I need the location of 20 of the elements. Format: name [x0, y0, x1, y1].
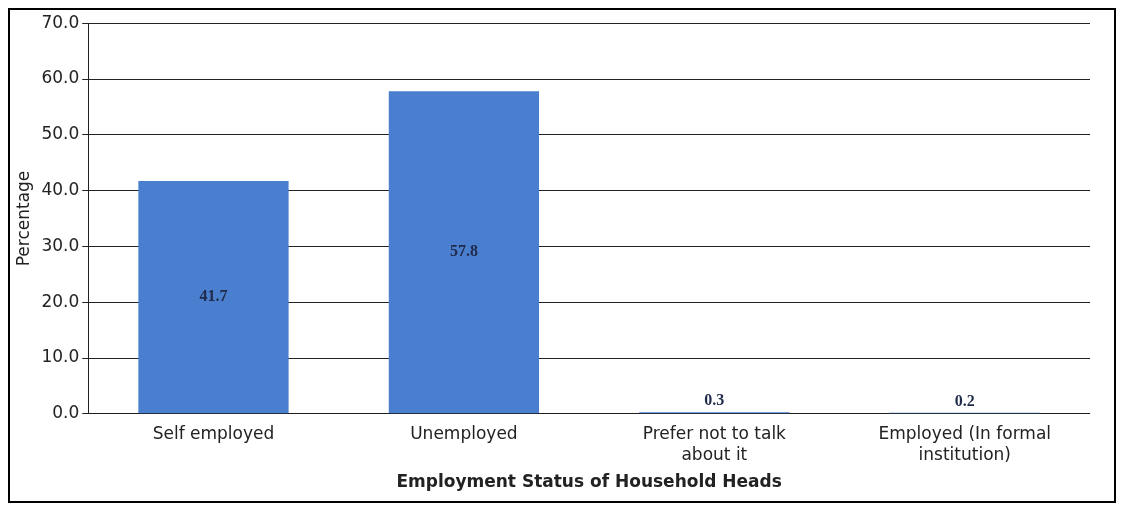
- x-tick-label: Employed (In formal institution): [878, 423, 1052, 464]
- y-tick-label: 30.0: [41, 234, 80, 255]
- data-label: 0.3: [704, 391, 725, 409]
- bar: [388, 91, 540, 414]
- y-tick-label: 40.0: [41, 179, 80, 200]
- x-tick-label: Unemployed: [410, 423, 518, 444]
- y-tick-label: 60.0: [41, 67, 80, 88]
- y-tick-label: 0.0: [52, 402, 80, 423]
- y-tick-label: 20.0: [41, 290, 80, 311]
- data-label: 41.7: [199, 287, 228, 305]
- x-axis-title: Employment Status of Household Heads: [396, 471, 782, 492]
- y-tick-label: 50.0: [41, 123, 80, 144]
- x-tick-label: Self employed: [152, 423, 275, 444]
- x-tick-label: Prefer not to talk about it: [642, 423, 787, 464]
- bar: [138, 181, 289, 414]
- data-label: 0.2: [954, 391, 975, 409]
- data-label: 57.8: [449, 242, 478, 260]
- y-axis-title: Percentage: [12, 170, 33, 267]
- y-tick-label: 70.0: [41, 11, 80, 32]
- y-tick-label: 10.0: [41, 346, 80, 367]
